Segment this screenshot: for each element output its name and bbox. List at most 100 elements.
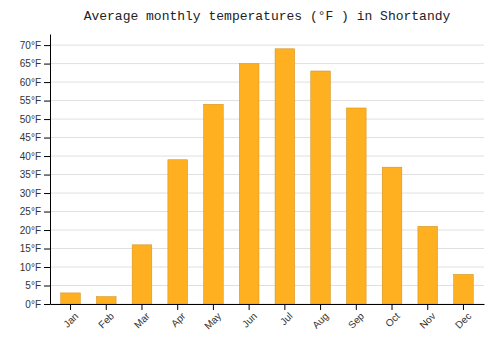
- x-axis-line: [51, 304, 485, 305]
- y-tick-mark: [44, 304, 50, 305]
- y-tick-mark: [44, 286, 50, 287]
- y-tick-label: 45°F: [20, 132, 41, 143]
- title: Average monthly temperatures (°F ) in Sh…: [84, 9, 451, 24]
- y-tick-mark: [44, 45, 50, 46]
- x-tick-mark: [463, 304, 464, 310]
- y-tick-label: 35°F: [20, 169, 41, 180]
- x-tick: Jan: [61, 304, 80, 330]
- x-tick: Jun: [240, 304, 259, 330]
- grid-line: [50, 193, 484, 194]
- x-tick-label: Sep: [346, 310, 367, 331]
- y-tick: 25°F: [20, 206, 50, 217]
- y-tick-mark: [44, 249, 50, 250]
- grid-line: [50, 137, 484, 138]
- x-tick: Dec: [453, 304, 473, 331]
- x-tick-mark: [106, 304, 107, 310]
- y-tick-mark: [44, 138, 50, 139]
- x-tick-label: May: [202, 310, 223, 331]
- x-tick: Apr: [169, 304, 188, 329]
- x-tick: Jul: [278, 304, 295, 327]
- bar: [61, 293, 81, 304]
- grid-line: [50, 82, 484, 83]
- x-tick-mark: [320, 304, 321, 310]
- x-tick-label: Aug: [310, 310, 330, 330]
- x-tick-mark: [249, 304, 250, 310]
- x-tick-label: Apr: [169, 310, 188, 329]
- y-tick: 40°F: [20, 151, 50, 162]
- y-axis: 0°F5°F10°F15°F20°F25°F30°F35°F40°F45°F50…: [20, 35, 51, 310]
- y-tick: 15°F: [20, 243, 50, 254]
- y-tick-label: 55°F: [20, 95, 41, 106]
- bar: [311, 71, 331, 304]
- x-tick-mark: [213, 304, 214, 310]
- y-tick-label: 20°F: [20, 225, 41, 236]
- grid-line: [50, 45, 484, 46]
- bar: [275, 49, 295, 304]
- y-tick: 55°F: [20, 95, 50, 106]
- x-tick: May: [202, 304, 223, 332]
- x-tick-mark: [70, 304, 71, 310]
- grid-line: [50, 211, 484, 212]
- grid-line: [50, 156, 484, 157]
- x-tick-label: Feb: [96, 310, 116, 330]
- x-tick-mark: [284, 304, 285, 310]
- x-tick-mark: [427, 304, 428, 310]
- x-tick: Oct: [383, 304, 402, 329]
- grid-line: [50, 174, 484, 175]
- bar: [204, 104, 224, 304]
- x-tick-mark: [392, 304, 393, 310]
- y-tick-label: 10°F: [20, 262, 41, 273]
- x-tick-label: Jul: [278, 310, 295, 327]
- y-tick: 20°F: [20, 225, 50, 236]
- x-tick-mark: [356, 304, 357, 310]
- y-tick: 70°F: [20, 40, 50, 51]
- y-tick-mark: [44, 156, 50, 157]
- y-tick-mark: [44, 175, 50, 176]
- y-tick-label: 0°F: [25, 299, 41, 310]
- x-tick: Feb: [96, 304, 116, 330]
- x-tick-label: Jan: [61, 310, 80, 329]
- y-tick-mark: [44, 119, 50, 120]
- x-tick-label: Nov: [417, 310, 437, 330]
- bars: [61, 49, 474, 304]
- x-tick: Mar: [132, 304, 152, 330]
- x-tick: Aug: [310, 304, 330, 331]
- y-tick-label: 60°F: [20, 77, 41, 88]
- grid-line: [50, 100, 484, 101]
- y-tick-mark: [44, 212, 50, 213]
- y-tick: 10°F: [20, 262, 50, 273]
- x-tick-label: Mar: [132, 310, 152, 330]
- y-axis-line: [50, 35, 51, 305]
- y-tick: 60°F: [20, 77, 50, 88]
- x-tick-label: Jun: [240, 310, 259, 329]
- grid: [50, 45, 484, 304]
- x-tick: Sep: [346, 304, 367, 331]
- y-tick-mark: [44, 267, 50, 268]
- x-tick: Nov: [417, 304, 437, 331]
- x-tick-label: Oct: [383, 310, 402, 329]
- grid-line: [50, 119, 484, 120]
- y-tick-mark: [44, 230, 50, 231]
- y-tick-label: 70°F: [20, 40, 41, 51]
- x-axis: Jan Feb Mar Apr May Jun Jul Aug Sep Oct Nov Dec: [51, 304, 485, 332]
- y-tick-mark: [44, 101, 50, 102]
- y-tick-label: 30°F: [20, 188, 41, 199]
- x-tick-mark: [177, 304, 178, 310]
- y-tick-label: 15°F: [20, 243, 41, 254]
- bar: [346, 108, 366, 304]
- y-tick: 45°F: [20, 132, 50, 143]
- y-tick: 65°F: [20, 58, 50, 69]
- y-tick: 0°F: [25, 299, 50, 310]
- bar: [132, 245, 152, 304]
- y-tick: 35°F: [20, 169, 50, 180]
- y-tick-label: 50°F: [20, 114, 41, 125]
- y-tick-label: 25°F: [20, 206, 41, 217]
- y-tick-mark: [44, 64, 50, 65]
- y-tick-label: 40°F: [20, 151, 41, 162]
- y-tick-mark: [44, 82, 50, 83]
- plot: 0°F5°F10°F15°F20°F25°F30°F35°F40°F45°F50…: [20, 35, 485, 332]
- grid-line: [50, 63, 484, 64]
- bar: [168, 160, 188, 304]
- y-tick: 50°F: [20, 114, 50, 125]
- chart: 0°F5°F10°F15°F20°F25°F30°F35°F40°F45°F50…: [0, 0, 500, 350]
